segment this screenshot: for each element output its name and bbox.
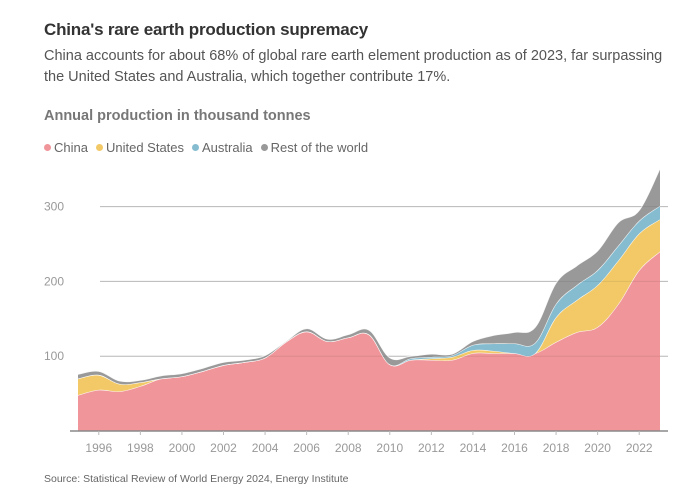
chart-subtitle: China accounts for about 68% of global r… bbox=[44, 48, 663, 85]
x-tick-label: 2016 bbox=[501, 441, 528, 455]
area-china bbox=[78, 251, 660, 431]
x-tick-label: 2020 bbox=[584, 441, 611, 455]
legend-item-china: China bbox=[44, 140, 88, 155]
x-tick-label: 2004 bbox=[252, 441, 279, 455]
y-axis-title: Annual production in thousand tonnes bbox=[44, 108, 311, 124]
legend-dot-rest-of-world-icon bbox=[260, 144, 268, 151]
legend-label-rest-of-world: Rest of the world bbox=[270, 140, 369, 155]
x-tick-label: 1996 bbox=[85, 441, 112, 455]
legend-item-australia: Australia bbox=[192, 140, 253, 155]
legend-label-united-states: United States bbox=[105, 140, 185, 155]
legend: China United States Australia Rest of th… bbox=[44, 140, 376, 155]
area-series bbox=[77, 168, 668, 431]
x-tick-label: 2014 bbox=[460, 441, 487, 455]
axes: 1996 1998 2000 2002 2004 2006 2008 2010 2012 2014… bbox=[70, 430, 668, 455]
x-tick-label: 2018 bbox=[543, 441, 570, 455]
x-tick-label: 2010 bbox=[376, 441, 403, 455]
legend-label-australia: Australia bbox=[202, 140, 253, 155]
x-tick-label: 2008 bbox=[335, 441, 362, 455]
x-tick-label: 1998 bbox=[127, 441, 154, 455]
legend-item-rest-of-world: Rest of the world bbox=[260, 140, 369, 155]
legend-dot-united-states-icon bbox=[95, 144, 103, 151]
area-edge-rest-of-the-world bbox=[77, 168, 661, 383]
y-tick-label: 200 bbox=[44, 274, 64, 288]
legend-dot-china-icon bbox=[44, 144, 51, 151]
y-tick-label: 300 bbox=[44, 200, 64, 214]
x-tick-label: 2002 bbox=[210, 441, 237, 455]
chart-title: China's rare earth production supremacy bbox=[44, 20, 369, 39]
legend-dot-australia-icon bbox=[192, 144, 200, 151]
x-tick-label: 2006 bbox=[293, 441, 320, 455]
y-tick-label: 100 bbox=[44, 349, 64, 363]
legend-item-united-states: United States bbox=[95, 140, 185, 155]
legend-label-china: China bbox=[54, 140, 88, 155]
x-tick-label: 2000 bbox=[169, 441, 196, 455]
x-tick-label: 2022 bbox=[626, 441, 653, 455]
x-tick-label: 2012 bbox=[418, 441, 445, 455]
source-note: Source: Statistical Review of World Ener… bbox=[44, 473, 349, 485]
